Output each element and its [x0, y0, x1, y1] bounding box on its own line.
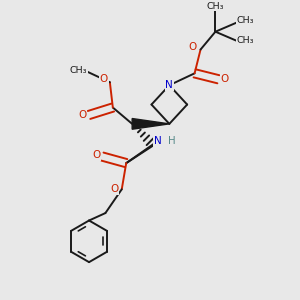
Polygon shape [132, 118, 169, 129]
Text: O: O [110, 184, 118, 194]
Text: N: N [166, 80, 173, 90]
Text: O: O [189, 42, 197, 52]
Text: N: N [154, 136, 162, 146]
Text: N: N [154, 136, 162, 146]
Text: CH₃: CH₃ [207, 2, 224, 10]
Text: CH₃: CH₃ [237, 36, 254, 45]
Text: CH₃: CH₃ [237, 16, 254, 25]
Text: O: O [221, 74, 229, 84]
Text: O: O [92, 150, 101, 160]
Text: N: N [166, 80, 173, 90]
Text: O: O [100, 74, 108, 84]
Text: O: O [78, 110, 87, 120]
Text: H: H [168, 136, 175, 146]
Text: H: H [168, 136, 175, 146]
Text: CH₃: CH₃ [70, 66, 87, 75]
